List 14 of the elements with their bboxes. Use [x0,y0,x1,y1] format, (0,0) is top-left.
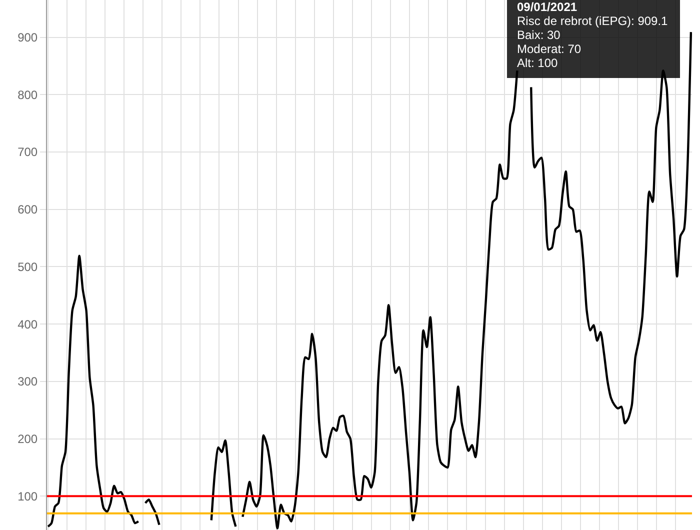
annotation: 09/01/2021 [517,0,578,14]
annotation: Baix: 30 [517,28,561,42]
y-tick-label: 800 [18,88,38,102]
y-tick-label: 700 [18,145,38,160]
y-tick-label: 100 [18,489,38,504]
y-tick-label: 900 [18,30,38,44]
y-tick-label: 200 [18,432,38,446]
annotation: Moderat: 70 [517,42,582,56]
y-tick-label: 500 [18,260,38,274]
y-tick-label: 600 [18,202,38,217]
y-tick-label: 300 [18,374,38,389]
y-tick-label: 400 [18,317,38,332]
annotation: Alt: 100 [517,56,558,70]
annotation: Risc de rebrot (iEPG): 909.1 [517,14,668,28]
